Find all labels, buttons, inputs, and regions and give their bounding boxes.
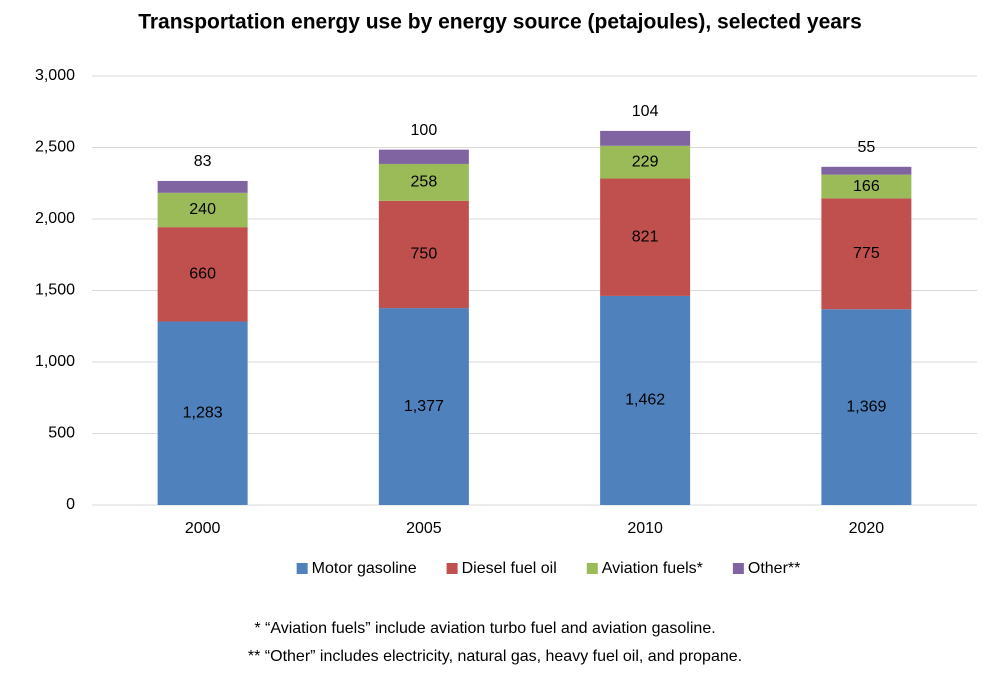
y-tick-label: 3,000 [35,67,75,84]
data-label: 1,377 [404,398,444,415]
bar-segment [600,130,691,146]
y-tick-label: 2,500 [35,139,75,156]
bar-segment [157,180,248,193]
y-tick-label: 1,000 [35,353,75,370]
legend-swatch [732,563,744,574]
x-tick-label: 2020 [849,520,885,537]
x-tick-label: 2010 [627,520,663,537]
data-label: 100 [411,122,438,139]
footnote: * “Aviation fuels” include aviation turb… [254,620,715,637]
legend-label: Aviation fuels* [602,560,703,577]
bar-segment [378,308,469,505]
data-label: 1,369 [846,398,886,415]
data-label: 660 [189,266,216,283]
data-label: 821 [632,228,659,245]
legend-label: Other** [748,560,800,577]
x-tick-label: 2005 [406,520,442,537]
data-label: 83 [194,153,212,170]
data-label: 229 [632,153,659,170]
footnote: ** “Other” includes electricity, natural… [248,648,742,665]
legend-swatch [446,563,458,574]
bar-segment [157,227,248,322]
bar-segment [600,145,691,179]
data-label: 1,283 [183,404,223,421]
bar-segment [821,198,912,310]
y-tick-label: 500 [48,425,75,442]
bar-segment [600,178,691,296]
chart-title: Transportation energy use by energy sour… [138,11,862,34]
legend-swatch [586,563,598,574]
legend-label: Motor gasoline [312,560,417,577]
bar-segment [378,200,469,309]
data-label: 750 [411,246,438,263]
bar-segment [821,174,912,199]
bar-segment [821,166,912,175]
bar-segment [378,149,469,164]
bar-segment [821,309,912,505]
data-label: 104 [632,103,659,120]
data-label: 1,462 [625,392,665,409]
x-tick-label: 2000 [185,520,221,537]
y-tick-label: 0 [66,496,75,513]
data-label: 258 [411,174,438,191]
legend-swatch [296,563,308,574]
data-label: 166 [853,178,880,195]
bar-segment [600,295,691,505]
data-label: 240 [189,201,216,218]
bar-segment [378,163,469,201]
bar-segment [157,321,248,505]
y-tick-label: 1,500 [35,282,75,299]
data-label: 55 [857,139,875,156]
legend-label: Diesel fuel oil [462,560,557,577]
bar-segment [157,192,248,228]
data-label: 775 [853,245,880,262]
y-tick-label: 2,000 [35,210,75,227]
